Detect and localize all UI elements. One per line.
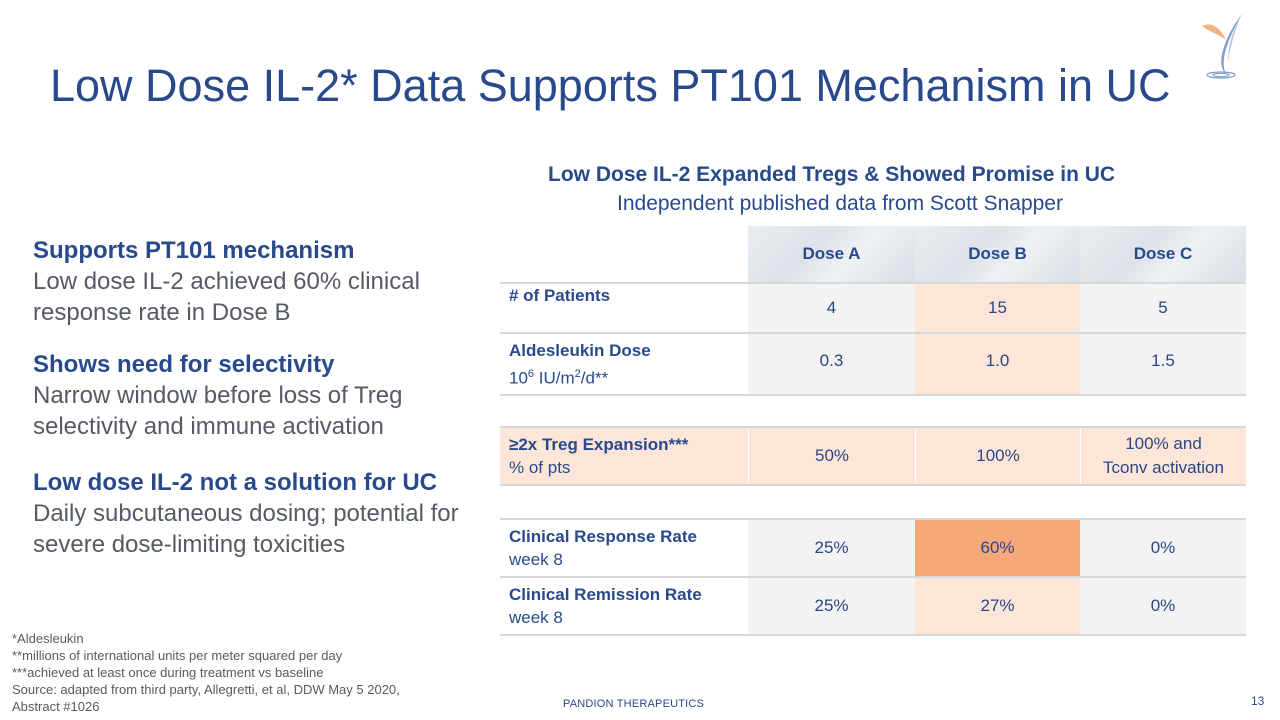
table-row: Clinical Remission Rate week 8 25% 27% 0…	[500, 578, 1246, 636]
table-cell: 1.5	[1080, 334, 1246, 394]
footnotes: *Aldesleukin **millions of international…	[12, 630, 412, 715]
table-cell: 25%	[748, 578, 915, 634]
row-label: ≥2x Treg Expansion***	[509, 435, 689, 454]
row-sublabel: % of pts	[509, 458, 571, 477]
row-label-cell: Clinical Response Rate week 8	[500, 520, 748, 576]
row-divider	[500, 394, 1246, 396]
table-cell: 50%	[748, 428, 915, 484]
column-header: Dose C	[1080, 226, 1246, 282]
row-label: Aldesleukin Dose	[509, 340, 651, 360]
table-cell: 1.0	[915, 334, 1080, 394]
table-cell: 0%	[1080, 578, 1246, 634]
page-number: 13	[1251, 694, 1265, 708]
footnote: *Aldesleukin	[12, 631, 84, 646]
key-points: Supports PT101 mechanism Low dose IL-2 a…	[33, 236, 463, 582]
row-label-cell: Aldesleukin Dose 106 IU/m2/d**	[500, 334, 748, 394]
footnote: **millions of international units per me…	[12, 648, 343, 663]
column-header: Dose A	[748, 226, 915, 282]
source-note: Source: adapted from third party, Allegr…	[12, 682, 400, 714]
key-point-text: Daily subcutaneous dosing; potential for…	[33, 500, 459, 558]
table-cell: 100% and Tconv activation	[1080, 428, 1246, 484]
key-point: Supports PT101 mechanism Low dose IL-2 a…	[33, 236, 463, 328]
table-cell: 27%	[915, 578, 1080, 634]
key-point: Shows need for selectivity Narrow window…	[33, 350, 463, 442]
page-title: Low Dose IL-2* Data Supports PT101 Mecha…	[50, 60, 1171, 111]
company-name: PANDION THERAPEUTICS	[563, 698, 705, 710]
footnote: ***achieved at least once during treatme…	[12, 665, 324, 680]
table-row: ≥2x Treg Expansion*** % of pts 50% 100% …	[500, 426, 1246, 486]
key-point-text: Narrow window before loss of Treg select…	[33, 382, 403, 440]
row-sublabel: week 8	[509, 608, 563, 627]
table-cell: 60%	[915, 520, 1080, 576]
table-row: Aldesleukin Dose 106 IU/m2/d** 0.3 1.0 1…	[500, 334, 1246, 394]
table-cell: 0%	[1080, 520, 1246, 576]
table-cell: 5	[1080, 284, 1246, 332]
table-cell: 25%	[748, 520, 915, 576]
table-cell: 100%	[915, 428, 1080, 484]
table-corner-cell	[500, 226, 748, 282]
row-label-cell: Clinical Remission Rate week 8	[500, 578, 748, 634]
table-cell: 4	[748, 284, 915, 332]
row-label: Clinical Remission Rate	[509, 585, 702, 604]
key-point-heading: Supports PT101 mechanism	[33, 237, 355, 264]
table-heading: Low Dose IL-2 Expanded Tregs & Showed Pr…	[548, 163, 1116, 186]
table-cell: 15	[915, 284, 1080, 332]
row-label: # of Patients	[509, 286, 611, 305]
row-label: Clinical Response Rate	[509, 527, 698, 546]
key-point-heading: Low dose IL-2 not a solution for UC	[33, 469, 437, 496]
column-header: Dose B	[915, 226, 1080, 282]
key-point: Low dose IL-2 not a solution for UC Dail…	[33, 468, 463, 560]
key-point-heading: Shows need for selectivity	[33, 351, 335, 378]
row-sublabel: 106 IU/m2/d**	[509, 367, 609, 388]
table-row: # of Patients 4 15 5	[500, 284, 1246, 334]
row-label-cell: # of Patients	[500, 284, 748, 332]
cell-line: 100% and	[1125, 434, 1202, 453]
row-label-cell: ≥2x Treg Expansion*** % of pts	[500, 428, 748, 484]
row-sublabel: week 8	[509, 550, 563, 569]
table-cell: 0.3	[748, 334, 915, 394]
pandion-logo-icon	[1202, 14, 1242, 79]
table-row: Clinical Response Rate week 8 25% 60% 0%	[500, 518, 1246, 578]
table-header-row: Dose A Dose B Dose C	[500, 226, 1246, 284]
table-subheading: Independent published data from Scott Sn…	[617, 192, 1063, 215]
cell-line: Tconv activation	[1103, 458, 1224, 477]
key-point-text: Low dose IL-2 achieved 60% clinical resp…	[33, 268, 420, 326]
